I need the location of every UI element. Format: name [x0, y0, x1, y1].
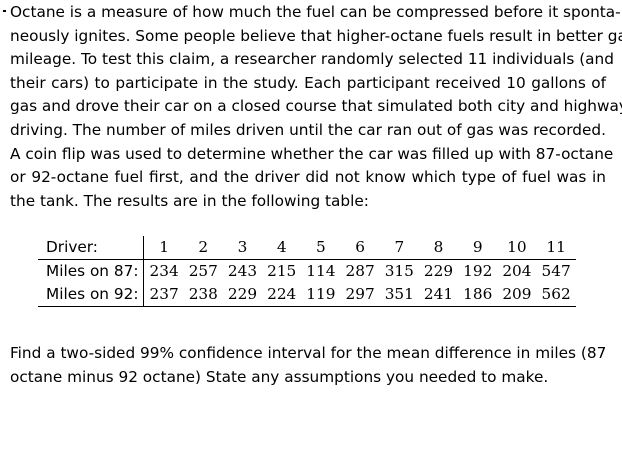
driver-number: 7	[379, 236, 419, 260]
row-label: Miles on 92:	[38, 283, 145, 307]
table-cell: 238	[183, 283, 223, 307]
problem-line: the tank. The results are in the followi…	[10, 191, 369, 210]
table-cell: 215	[267, 262, 297, 280]
item-marker	[3, 10, 6, 12]
driver-number: 11	[536, 236, 576, 260]
driver-number: 9	[458, 236, 498, 260]
header-label: Driver:	[38, 236, 145, 260]
driver-number: 3	[222, 236, 263, 260]
table-cell: 547	[541, 262, 571, 280]
question-line: octane minus 92 octane) State any assump…	[10, 367, 549, 386]
mileage-table: Driver: 1 2 3 4 5 6 7 8 9 10 11 Miles on…	[38, 236, 576, 307]
table-cell: 192	[463, 262, 493, 280]
table-cell: 229	[222, 283, 263, 307]
problem-line: driving. The number of miles driven unti…	[10, 120, 606, 139]
problem-line: or 92-octane fuel first, and the driver …	[10, 168, 606, 187]
table-cell: 297	[340, 283, 380, 307]
table-cell: 243	[227, 262, 258, 280]
problem-line: mileage. To test this claim, a researche…	[10, 50, 614, 69]
problem-line: neously ignites. Some people believe tha…	[10, 26, 622, 45]
table-cell: 229	[423, 262, 454, 280]
table-header-row: Driver: 1 2 3 4 5 6 7 8 9 10 11	[38, 236, 576, 260]
row-label: Miles on 87:	[38, 259, 145, 283]
driver-number: 1	[143, 236, 184, 260]
driver-number: 2	[183, 236, 223, 260]
table-cell: 562	[536, 283, 576, 307]
table-cell: 204	[502, 262, 532, 280]
problem-line: Octane is a measure of how much the fuel…	[10, 3, 621, 21]
driver-number: 8	[418, 236, 459, 260]
table-row: Miles on 92: 237 238 229 224 119 297 351…	[38, 283, 576, 307]
table-cell: 119	[301, 283, 341, 307]
problem-line: their cars) to participate in the study.…	[10, 73, 606, 92]
table-cell: 224	[262, 283, 302, 307]
table-row: Miles on 87: 234 257 243 215 114 287 315…	[38, 259, 576, 283]
table-cell: 114	[306, 262, 336, 280]
driver-number: 5	[301, 236, 341, 260]
table-cell: 186	[458, 283, 498, 307]
question-line: Find a two-sided 99% confidence interval…	[10, 344, 607, 362]
table-cell: 234	[149, 262, 179, 280]
question-text: Find a two-sided 99% confidence interval…	[10, 342, 606, 389]
table-cell: 351	[379, 283, 419, 307]
table-cell: 315	[384, 262, 414, 280]
problem-statement: Octane is a measure of how much the fuel…	[10, 1, 622, 213]
driver-number: 10	[497, 236, 537, 260]
problem-line: A coin flip was used to determine whethe…	[10, 144, 614, 163]
driver-number: 6	[340, 236, 380, 260]
table-cell: 257	[188, 262, 218, 280]
table-cell: 209	[497, 283, 537, 307]
table-cell: 241	[418, 283, 459, 307]
table-cell: 287	[345, 262, 375, 280]
table-cell: 237	[143, 283, 184, 307]
driver-number: 4	[262, 236, 302, 260]
problem-line: gas and drove their car on a closed cour…	[10, 97, 622, 116]
